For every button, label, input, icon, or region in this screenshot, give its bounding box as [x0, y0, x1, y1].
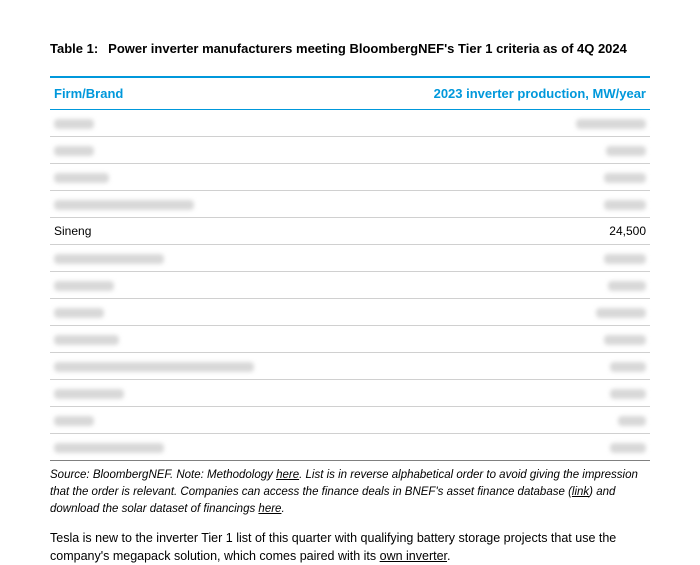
redacted-bar — [576, 119, 646, 129]
cell-firm — [50, 380, 341, 407]
redacted-bar — [54, 200, 194, 210]
col-header-production: 2023 inverter production, MW/year — [341, 77, 650, 110]
inverter-table: Firm/Brand 2023 inverter production, MW/… — [50, 76, 650, 461]
cell-value — [341, 353, 650, 380]
redacted-bar — [618, 416, 646, 426]
source-prefix: Source: BloombergNEF. Note: Methodology — [50, 469, 276, 481]
table-label: Table 1: — [50, 41, 98, 56]
table-row — [50, 191, 650, 218]
table-row: Sineng24,500 — [50, 218, 650, 245]
cell-value — [341, 434, 650, 461]
body-text-2: . — [447, 549, 450, 563]
table-row — [50, 380, 650, 407]
body-paragraph: Tesla is new to the inverter Tier 1 list… — [50, 529, 650, 565]
cell-value — [341, 326, 650, 353]
redacted-bar — [54, 443, 164, 453]
table-row — [50, 164, 650, 191]
redacted-bar — [608, 281, 646, 291]
table-row — [50, 272, 650, 299]
cell-value — [341, 272, 650, 299]
cell-value — [341, 137, 650, 164]
redacted-bar — [54, 416, 94, 426]
source-link-methodology[interactable]: here — [276, 469, 299, 481]
table-title: Table 1: Power inverter manufacturers mee… — [50, 40, 650, 58]
cell-firm — [50, 191, 341, 218]
cell-firm — [50, 353, 341, 380]
redacted-bar — [54, 254, 164, 264]
cell-value: 24,500 — [341, 218, 650, 245]
redacted-bar — [54, 146, 94, 156]
cell-firm — [50, 407, 341, 434]
cell-firm — [50, 434, 341, 461]
table-row — [50, 434, 650, 461]
body-text-1: Tesla is new to the inverter Tier 1 list… — [50, 531, 616, 563]
body-link-inverter[interactable]: own inverter — [380, 549, 447, 563]
cell-firm — [50, 110, 341, 137]
table-row — [50, 110, 650, 137]
redacted-bar — [54, 281, 114, 291]
source-note: Source: BloombergNEF. Note: Methodology … — [50, 467, 650, 517]
cell-value — [341, 299, 650, 326]
cell-value — [341, 245, 650, 272]
redacted-bar — [596, 308, 646, 318]
cell-firm — [50, 326, 341, 353]
redacted-bar — [610, 389, 646, 399]
redacted-bar — [54, 362, 254, 372]
redacted-bar — [54, 335, 119, 345]
cell-firm — [50, 164, 341, 191]
cell-firm — [50, 272, 341, 299]
redacted-bar — [54, 389, 124, 399]
table-row — [50, 353, 650, 380]
cell-value — [341, 110, 650, 137]
redacted-bar — [610, 362, 646, 372]
redacted-bar — [604, 335, 646, 345]
cell-value — [341, 380, 650, 407]
redacted-bar — [54, 173, 109, 183]
table-row — [50, 137, 650, 164]
source-suffix: . — [281, 503, 284, 515]
redacted-bar — [604, 173, 646, 183]
table-row — [50, 299, 650, 326]
cell-firm — [50, 299, 341, 326]
cell-firm — [50, 137, 341, 164]
table-row — [50, 407, 650, 434]
redacted-bar — [604, 200, 646, 210]
redacted-bar — [610, 443, 646, 453]
col-header-firm: Firm/Brand — [50, 77, 341, 110]
source-link-database[interactable]: link — [572, 486, 589, 498]
redacted-bar — [54, 308, 104, 318]
table-title-text: Power inverter manufacturers meeting Blo… — [108, 41, 627, 56]
cell-firm: Sineng — [50, 218, 341, 245]
redacted-bar — [604, 254, 646, 264]
redacted-bar — [606, 146, 646, 156]
cell-value — [341, 191, 650, 218]
cell-value — [341, 407, 650, 434]
redacted-bar — [54, 119, 94, 129]
source-link-dataset[interactable]: here — [258, 503, 281, 515]
cell-firm — [50, 245, 341, 272]
table-row — [50, 245, 650, 272]
cell-value — [341, 164, 650, 191]
table-row — [50, 326, 650, 353]
